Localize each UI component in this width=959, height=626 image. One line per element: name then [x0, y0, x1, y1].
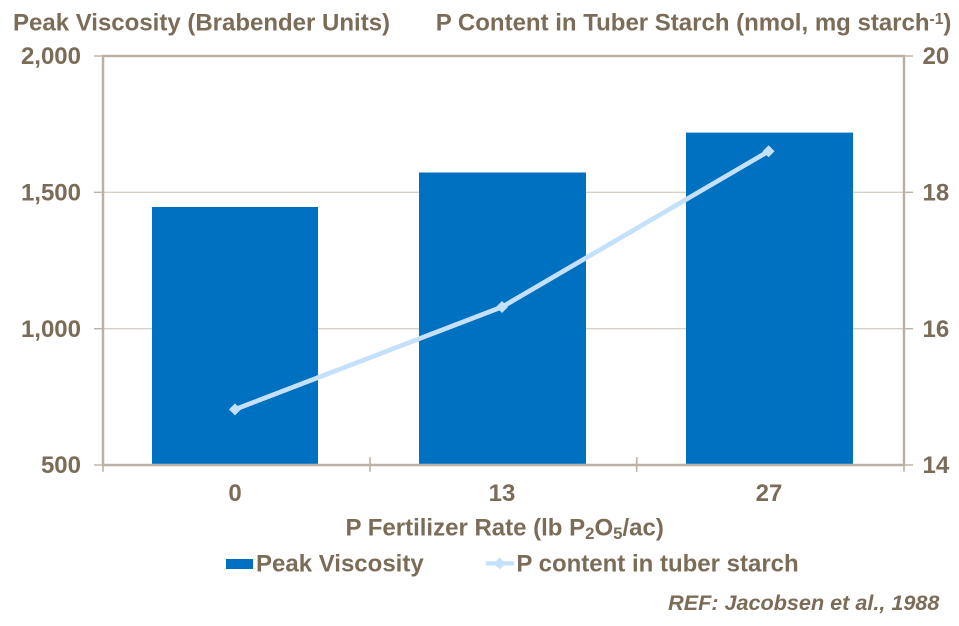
svg-text:16: 16: [923, 316, 950, 343]
svg-text:0: 0: [228, 480, 241, 507]
svg-text:1,000: 1,000: [21, 316, 81, 343]
svg-text:P Fertilizer Rate (lb P2O5/ac): P Fertilizer Rate (lb P2O5/ac): [346, 515, 664, 544]
svg-text:18: 18: [923, 180, 950, 207]
svg-text:13: 13: [489, 480, 516, 507]
svg-text:27: 27: [756, 480, 783, 507]
svg-text:20: 20: [923, 43, 950, 70]
svg-text:Peak Viscosity (Brabender Unit: Peak Viscosity (Brabender Units): [13, 10, 390, 37]
svg-text:2,000: 2,000: [21, 43, 81, 70]
svg-text:14: 14: [923, 452, 950, 479]
svg-text:P content in tuber starch: P content in tuber starch: [516, 550, 798, 577]
svg-text:REF: Jacobsen et al., 1988: REF: Jacobsen et al., 1988: [668, 590, 939, 615]
svg-text:500: 500: [41, 452, 81, 479]
svg-text:1,500: 1,500: [21, 180, 81, 207]
svg-text:Peak Viscosity: Peak Viscosity: [256, 550, 424, 577]
svg-text:P Content in Tuber Starch (nmo: P Content in Tuber Starch (nmol, mg star…: [436, 10, 952, 37]
